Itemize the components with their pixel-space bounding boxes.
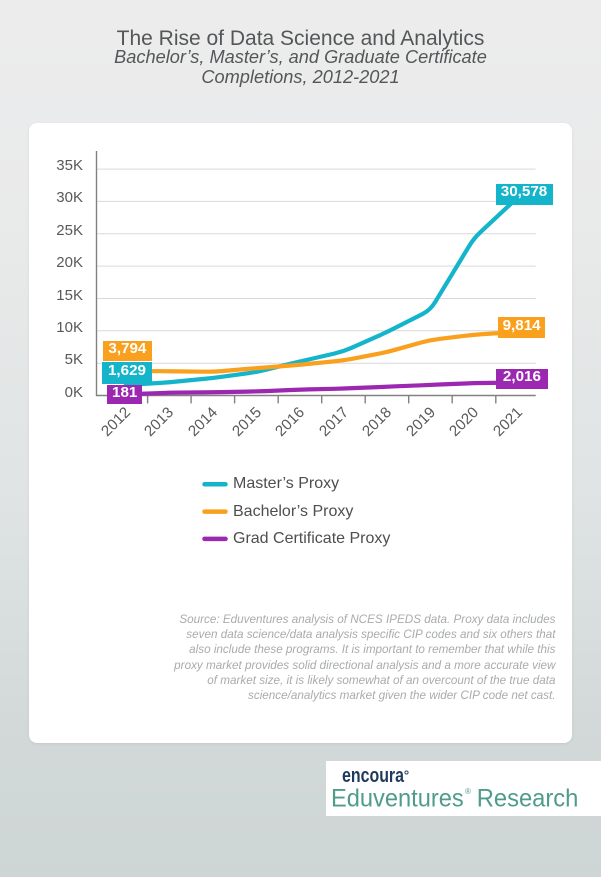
svg-text:Research: Research (477, 785, 579, 813)
svg-text:Eduventures: Eduventures (331, 785, 464, 813)
svg-text:encoura: encoura (342, 765, 405, 787)
svg-text:®: ® (465, 787, 471, 796)
